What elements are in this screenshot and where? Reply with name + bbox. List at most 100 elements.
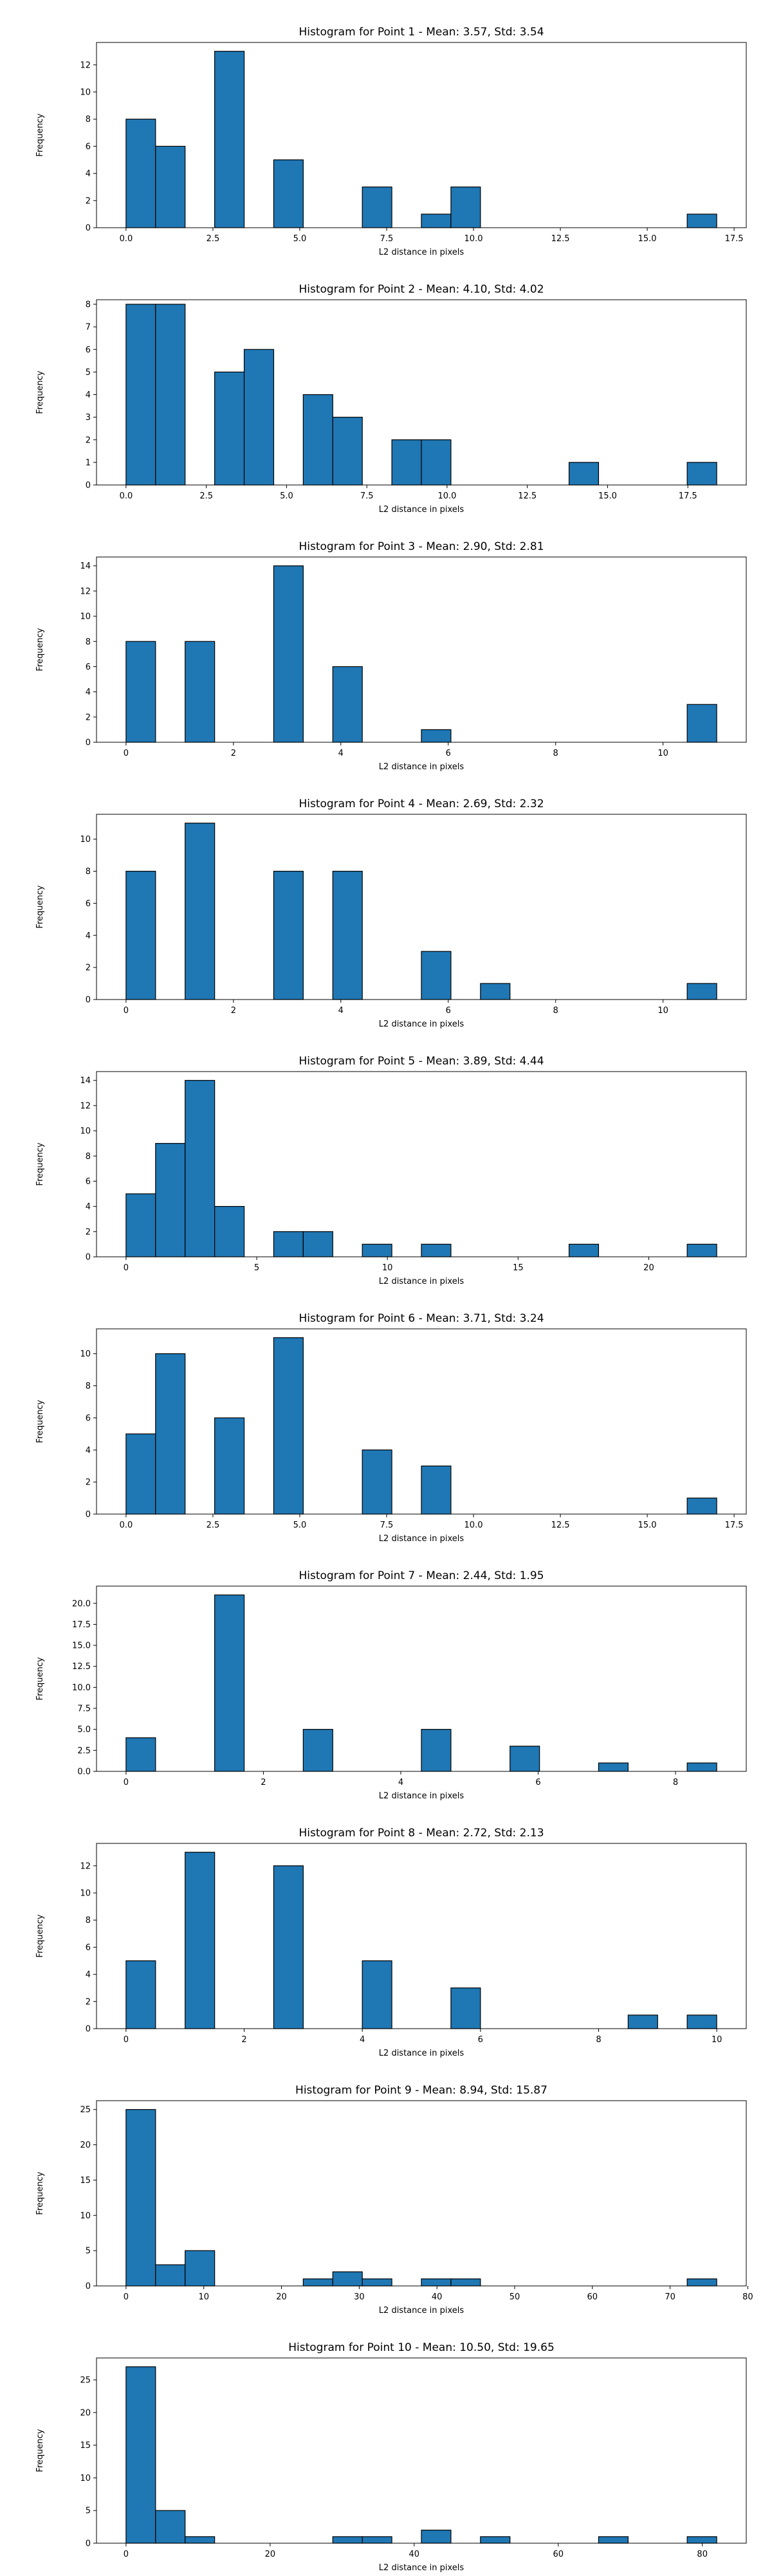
histogram-bar [568, 462, 600, 486]
histogram-bar [302, 394, 333, 486]
y-tick-label: 0.0 [77, 1768, 91, 1777]
histogram-bar [686, 1762, 717, 1772]
x-tick-label: 70 [665, 2292, 676, 2302]
histogram-bar [125, 2109, 156, 2287]
histogram-bar [480, 2536, 511, 2544]
x-tick-label: 12.5 [518, 491, 537, 501]
x-tick-label: 12.5 [551, 234, 570, 244]
x-tick-label: 5 [254, 1263, 259, 1273]
y-tick-label: 0 [86, 224, 91, 233]
histogram-panel: 0 2 4 6 8 10 0 2 4 6 8 10 Histogram for Point 4 - Me… [35, 798, 747, 1029]
x-tick-label: 4 [338, 1006, 344, 1016]
histogram-bar [362, 2278, 392, 2287]
x-tick-label: 20 [643, 1263, 654, 1273]
y-tick-label: 8 [86, 637, 91, 647]
histogram-bar [686, 704, 717, 743]
y-tick-label: 12 [80, 587, 91, 596]
x-tick-label: 80 [697, 2550, 708, 2559]
x-tick-label: 8 [596, 2035, 601, 2045]
histogram-bar [273, 1231, 304, 1257]
x-tick-label: 4 [360, 2035, 365, 2045]
x-tick-label: 2 [231, 1006, 236, 1016]
x-axis-label: L2 distance in pixels [379, 2306, 464, 2316]
histogram-bar [155, 1143, 186, 1257]
axes-frame [96, 1071, 747, 1257]
histogram-bar [332, 2271, 363, 2287]
histogram-bar [125, 1960, 156, 2029]
x-axis-label: L2 distance in pixels [379, 1791, 464, 1801]
x-tick-label: 80 [742, 2292, 753, 2302]
y-tick-label: 17.5 [72, 1620, 91, 1630]
y-tick-label: 3 [86, 413, 91, 423]
x-tick-label: 6 [535, 1778, 540, 1787]
y-tick-label: 6 [86, 345, 91, 355]
y-tick-label: 4 [86, 390, 91, 400]
x-tick-label: 10.0 [437, 491, 456, 501]
y-tick-label: 4 [86, 931, 91, 941]
histogram-bar [686, 214, 717, 228]
chart-title: Histogram for Point 9 - Mean: 8.94, Std:… [295, 2084, 547, 2097]
histogram-bar [214, 1206, 245, 1257]
x-tick-label: 20 [276, 2292, 287, 2302]
y-tick-label: 4 [86, 1446, 91, 1456]
y-tick-label: 6 [86, 1414, 91, 1423]
x-tick-label: 60 [587, 2292, 598, 2302]
y-tick-label: 15 [80, 2176, 91, 2186]
x-tick-label: 0 [124, 1006, 129, 1016]
y-tick-label: 8 [86, 1916, 91, 1926]
x-tick-label: 8 [673, 1778, 678, 1787]
x-tick-label: 10.0 [464, 1521, 483, 1530]
histogram-panel: 0 2 4 6 8 0.0 2.5 5.0 7.5 10.0 12.5 15.0 17.5 20.0 His… [35, 1569, 747, 1801]
y-tick-label: 0 [86, 2282, 91, 2292]
y-axis-label: Frequency [35, 2171, 45, 2215]
histogram-panel: 0 20 40 60 80 0 5 10 15 20 25 Histogram for Point 1… [35, 2341, 747, 2573]
y-tick-label: 12 [80, 60, 91, 70]
histogram-bar [627, 2014, 658, 2029]
y-tick-label: 5 [86, 2507, 91, 2516]
x-tick-label: 2 [241, 2035, 246, 2045]
histogram-bar [155, 2264, 186, 2287]
y-tick-label: 6 [86, 1177, 91, 1187]
histogram-bar [450, 2278, 481, 2287]
y-axis-label: Frequency [35, 1914, 45, 1957]
x-tick-label: 12.5 [551, 1521, 570, 1530]
x-axis-label: L2 distance in pixels [379, 762, 464, 772]
x-tick-label: 17.5 [725, 234, 744, 244]
y-tick-label: 7.5 [77, 1704, 91, 1714]
x-tick-label: 17.5 [679, 491, 697, 501]
chart-title: Histogram for Point 2 - Mean: 4.10, Std:… [299, 283, 544, 296]
histogram-panel: 0.0 2.5 5.0 7.5 10.0 12.5 15.0 17.5 0 1 2 3 4 5 6 7 8 His… [35, 283, 747, 515]
histogram-bar [125, 641, 156, 743]
histogram-bar [273, 565, 304, 743]
y-tick-label: 8 [86, 867, 91, 877]
histogram-bar [421, 439, 452, 486]
histogram-bar [686, 1243, 717, 1257]
histogram-bar [450, 1987, 481, 2029]
histogram-bar [362, 1449, 392, 1515]
x-tick-label: 0 [124, 2292, 129, 2302]
histogram-bar [362, 2536, 392, 2544]
histogram-bar [332, 2536, 363, 2544]
axes-frame [96, 556, 747, 743]
x-tick-label: 10 [712, 2035, 722, 2045]
histogram-bar [421, 1465, 452, 1515]
x-tick-label: 0.0 [120, 1521, 133, 1530]
y-tick-label: 2 [86, 964, 91, 973]
y-tick-label: 25 [80, 2376, 91, 2386]
y-tick-label: 4 [86, 169, 91, 179]
y-axis-label: Frequency [35, 1657, 45, 1700]
x-axis-label: L2 distance in pixels [379, 1277, 464, 1286]
y-tick-label: 6 [86, 142, 91, 152]
histogram-bar [214, 371, 245, 486]
y-axis-label: Frequency [35, 370, 45, 414]
x-tick-label: 5.0 [280, 491, 293, 501]
histogram-bar [450, 187, 481, 228]
histogram-bar [125, 1737, 156, 1772]
y-axis-label: Frequency [35, 2429, 45, 2472]
y-tick-label: 1 [86, 458, 91, 468]
y-tick-label: 10 [80, 2474, 91, 2483]
histogram-bar [125, 1433, 156, 1515]
histogram-bar [185, 641, 216, 743]
histogram-bar [362, 1960, 392, 2029]
